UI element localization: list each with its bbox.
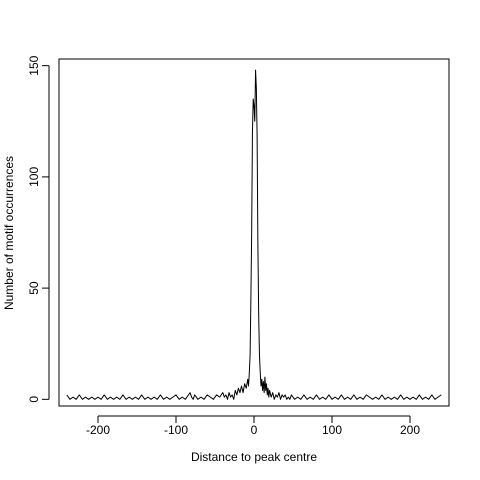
y-axis-label: Number of motif occurrences: [2, 156, 16, 310]
x-tick-label: -100: [164, 423, 188, 437]
x-tick-label: 0: [251, 423, 258, 437]
y-tick-label: 50: [27, 281, 41, 295]
x-axis: -200 -100 0 100 200: [86, 415, 420, 437]
series-group: [66, 69, 442, 400]
x-axis-label: Distance to peak centre: [191, 450, 317, 464]
y-tick-label: 150: [27, 55, 41, 75]
series-line: [66, 69, 442, 400]
y-tick-label: 100: [27, 167, 41, 187]
plot-box: [58, 58, 450, 407]
x-tick-label: 200: [400, 423, 420, 437]
y-tick-label: 0: [27, 396, 41, 403]
y-axis: 0 50 100 150: [27, 55, 50, 403]
x-tick-label: -200: [86, 423, 110, 437]
x-tick-label: 100: [322, 423, 342, 437]
